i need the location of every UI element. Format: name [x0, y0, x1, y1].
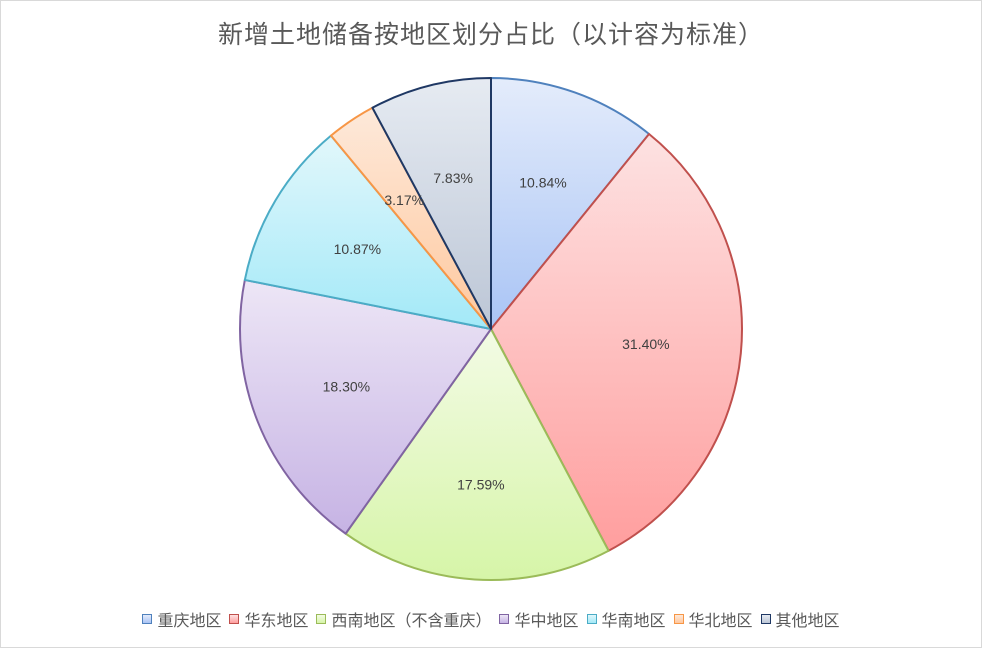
pie-slice-0: [490, 77, 651, 330]
legend-swatch-1: [229, 614, 240, 624]
legend-item-5: 华北地区: [673, 607, 753, 631]
slice-label-2: 17.59%: [457, 476, 504, 492]
pie-slice-3: [239, 278, 492, 535]
slice-label-1: 31.40%: [622, 336, 669, 352]
legend-item-3: 华中地区: [499, 607, 579, 631]
chart-title: 新增土地储备按地区划分占比（以计容为标准）: [217, 20, 764, 49]
legend-swatch-5: [673, 614, 684, 624]
slice-label-6: 7.83%: [433, 170, 473, 186]
slice-label-3: 18.30%: [323, 378, 370, 394]
slice-label-4: 10.87%: [334, 241, 381, 257]
legend-label-5: 华北地区: [688, 611, 753, 630]
slice-label-0: 10.84%: [519, 174, 566, 190]
legend-item-1: 华东地区: [229, 607, 308, 631]
legend-swatch-4: [586, 614, 597, 624]
legend-item-0: 重庆地区: [142, 607, 221, 631]
legend-label-0: 重庆地区: [157, 611, 222, 630]
legend-label-1: 华东地区: [244, 611, 309, 630]
pie-slice-2: [344, 328, 610, 581]
legend-item-6: 其他地区: [760, 607, 840, 631]
pie-slice-6: [371, 77, 492, 330]
legend-swatch-3: [499, 614, 510, 624]
legend: 重庆地区 华东地区 西南地区（不含重庆） 华中地区 华南地区 华北地区 其他地区: [1, 607, 981, 631]
legend-swatch-0: [142, 614, 153, 624]
pie-slice-4: [243, 134, 492, 330]
legend-item-4: 华南地区: [586, 607, 666, 631]
legend-label-6: 其他地区: [775, 611, 840, 630]
legend-swatch-2: [316, 614, 327, 624]
legend-label-3: 华中地区: [514, 611, 579, 630]
pie-chart: 10.84% 31.40% 17.59% 18.30% 10.87% 3.17% 7.83%: [239, 77, 743, 581]
legend-label-4: 华南地区: [601, 611, 666, 630]
legend-label-2: 西南地区（不含重庆）: [331, 611, 492, 630]
slice-label-5: 3.17%: [384, 192, 424, 208]
legend-swatch-6: [760, 614, 771, 624]
legend-item-2: 西南地区（不含重庆）: [316, 607, 491, 631]
